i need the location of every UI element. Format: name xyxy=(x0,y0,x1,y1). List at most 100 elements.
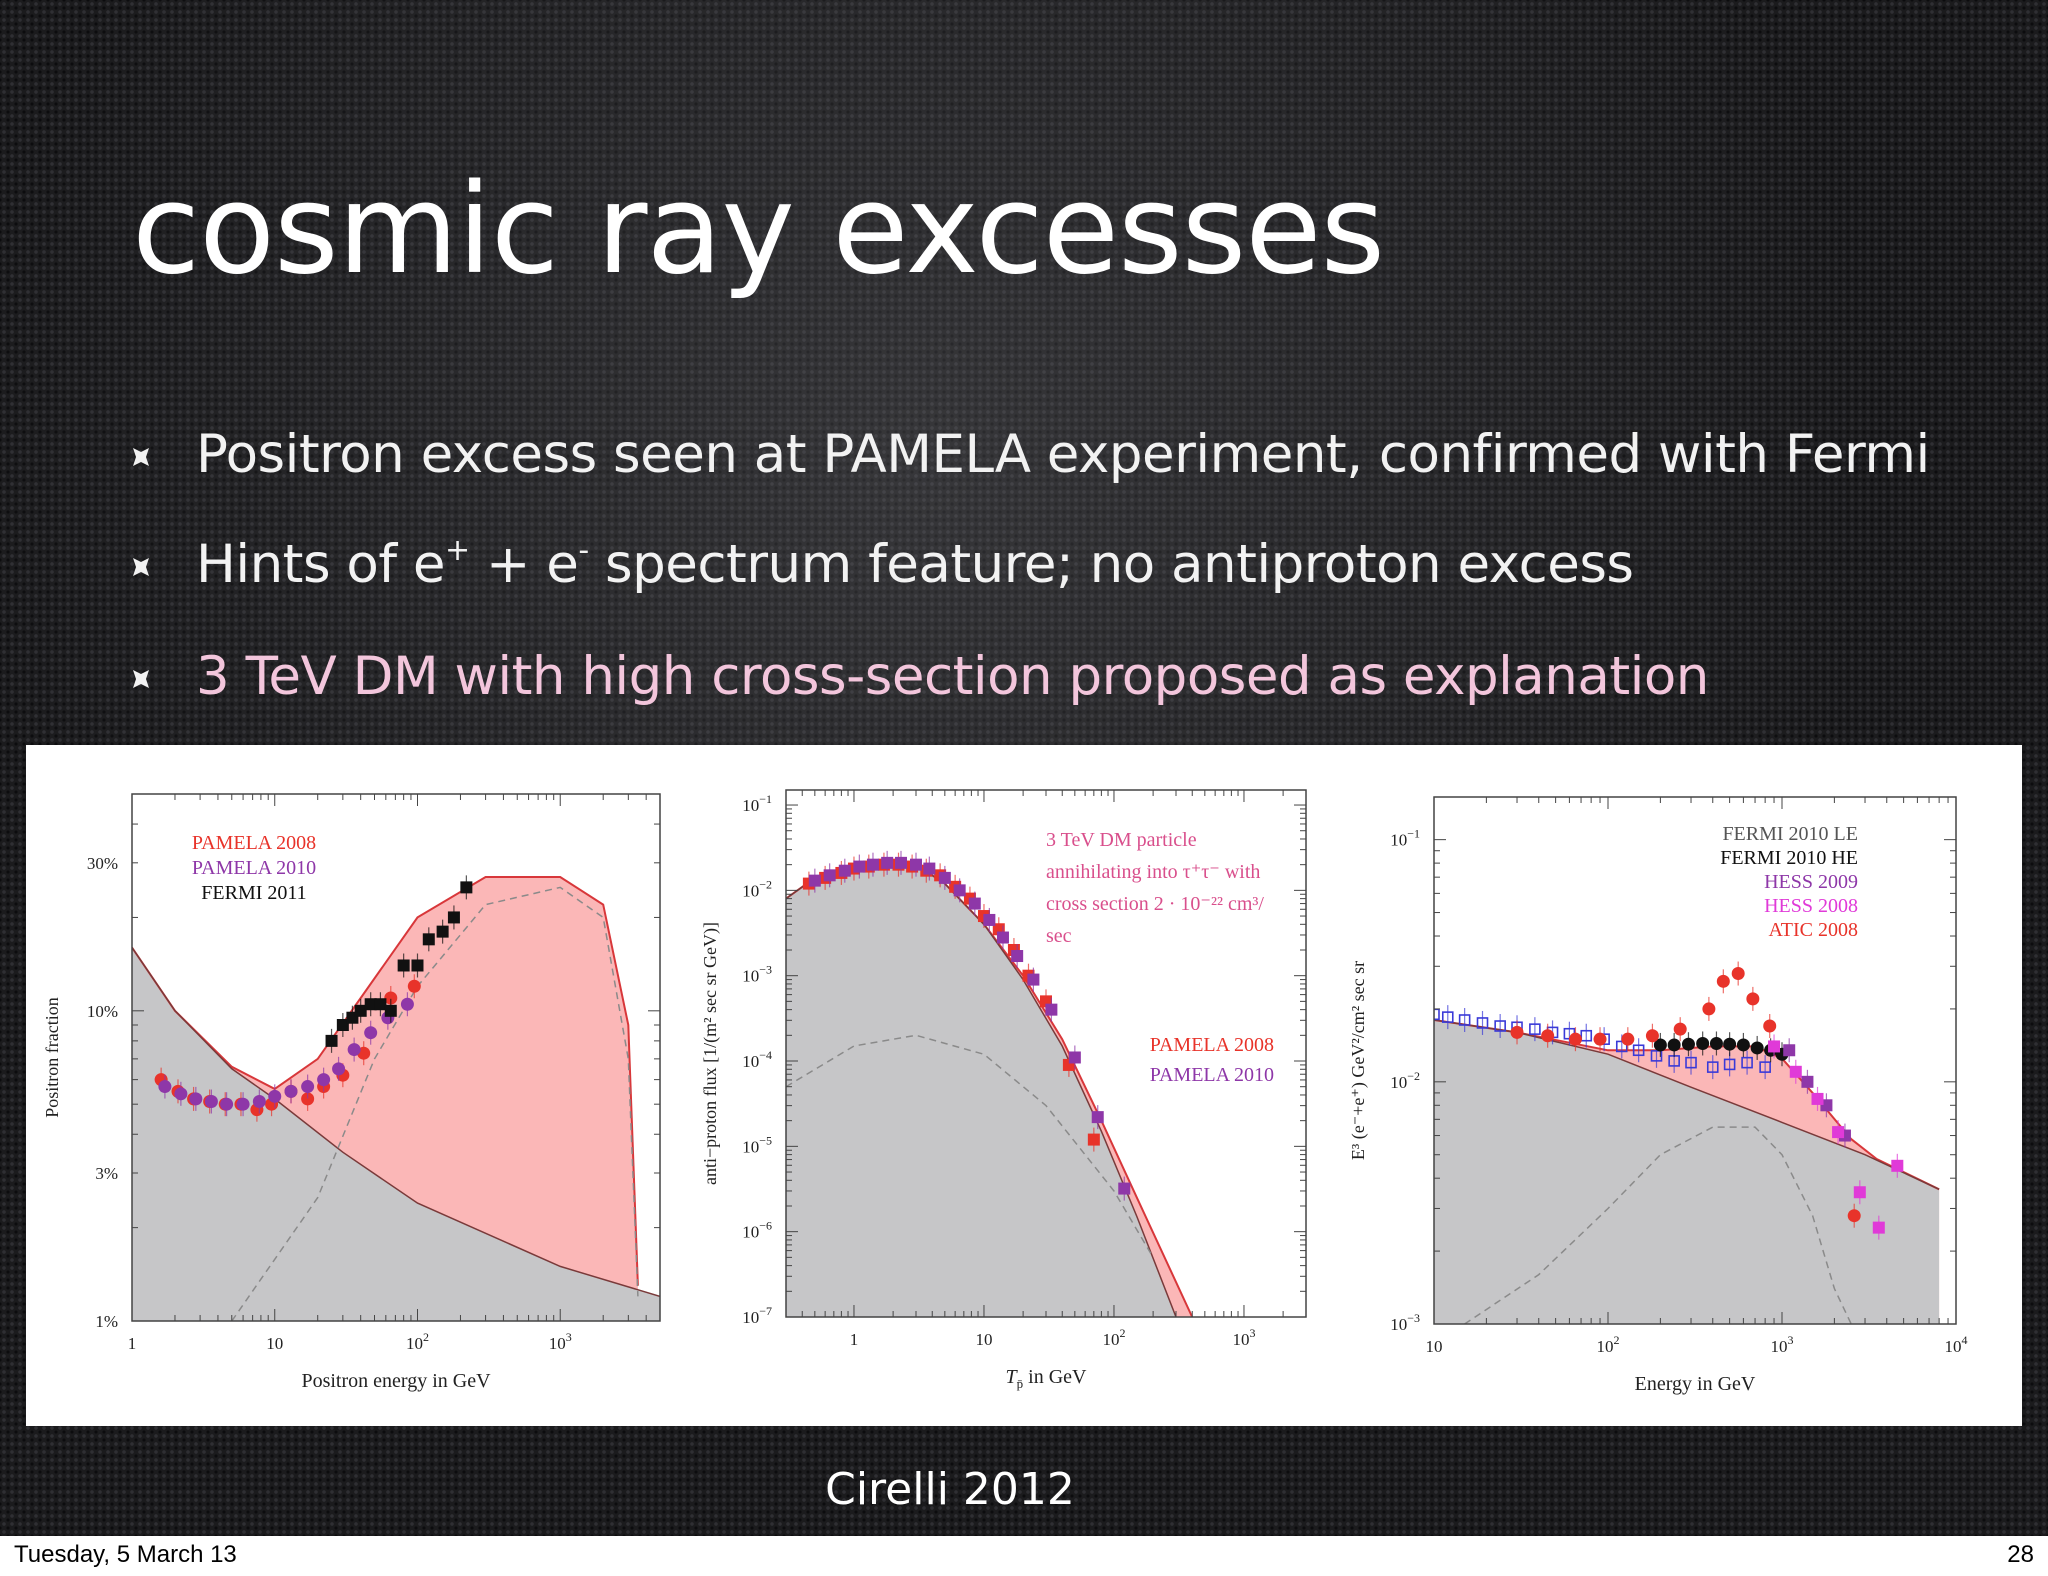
chart-1-series-2-point xyxy=(347,1043,361,1057)
chart-1-series-2-point xyxy=(158,1080,172,1094)
chart-1-series-2-point xyxy=(400,997,414,1011)
chart-3-legend-5: ATIC 2008 xyxy=(1769,919,1858,941)
chart-3-series-1-point xyxy=(1441,1011,1454,1023)
charts-svg: Positron energy in GeV Positron fraction P… xyxy=(42,789,1968,1395)
chart-2-series-2-point xyxy=(910,858,922,871)
chart-3-y-tick-label: 10−1 xyxy=(1390,827,1420,850)
chart-2-series-2-point xyxy=(923,862,936,875)
chart-1-series-1-point xyxy=(384,991,398,1005)
chart-3-series-1-point xyxy=(1723,1058,1736,1071)
bullet-2-text-mid: + e xyxy=(469,534,579,595)
chart-1-x-axis-label: Positron energy in GeV xyxy=(301,1370,491,1392)
footer-date: Tuesday, 5 March 13 xyxy=(14,1541,237,1568)
chart-2-series-2-point xyxy=(983,913,996,926)
chart-1-series-1-point xyxy=(407,979,421,993)
bullet-3: 3 TeV DM with high cross-section propose… xyxy=(133,650,1709,703)
chart-1-series-3-point xyxy=(422,933,435,946)
chart-2-series-2-point xyxy=(853,860,866,873)
chart-2-series-2-point xyxy=(953,884,966,897)
chart-2-series-2-point xyxy=(1011,950,1024,963)
chart-3-series-2-point xyxy=(1681,1037,1695,1051)
chart-1-series-3-point xyxy=(436,925,449,938)
chart-3-series-1-point xyxy=(1529,1023,1541,1035)
chart-1-x-tick-label: 103 xyxy=(549,1330,572,1353)
chart-2-series-2-point xyxy=(1068,1051,1081,1064)
chart-1-series-3-point xyxy=(460,881,473,894)
chart-2-annotation-line-2: annihilating into τ⁺τ⁻ with xyxy=(1046,861,1260,883)
chart-3-series-4-point xyxy=(1811,1092,1824,1105)
chart-1-background-area xyxy=(132,947,660,1321)
chart-1-series-3-point xyxy=(336,1019,349,1032)
chart-2-x-axis-label: Tp̄ in GeV xyxy=(1006,1366,1088,1391)
chart-2-series-2-point xyxy=(866,858,879,871)
chart-2: Tp̄ in GeV anti−proton flux [1/(m² sec sr… xyxy=(700,789,1307,1391)
chart-1-legend-2: PAMELA 2010 xyxy=(192,857,316,879)
chart-3-legend-1: FERMI 2010 LE xyxy=(1722,823,1858,845)
chart-3-series-5-point xyxy=(1541,1029,1555,1043)
chart-1-series-2-point xyxy=(268,1089,282,1103)
chart-3-series-1-point xyxy=(1706,1061,1719,1073)
chart-3-x-tick-label: 104 xyxy=(1945,1333,1968,1356)
bullet-marker-icon xyxy=(133,558,149,576)
chart-3-series-4-point xyxy=(1832,1126,1845,1139)
chart-1-series-2-point xyxy=(317,1073,331,1087)
chart-1-series-2-point xyxy=(301,1080,315,1094)
chart-1-x-tick-label: 1 xyxy=(128,1334,137,1353)
bullet-2-text-pre: Hints of e xyxy=(196,534,445,595)
chart-1-y-tick-label: 1% xyxy=(95,1312,118,1331)
chart-1: Positron energy in GeV Positron fraction P… xyxy=(42,793,661,1392)
chart-1-legend-3: FERMI 2011 xyxy=(201,882,306,904)
chart-2-legend-1: PAMELA 2008 xyxy=(1150,1034,1274,1056)
chart-3-series-5-point xyxy=(1763,1019,1777,1033)
chart-2-series-2-point xyxy=(881,856,894,869)
bullet-2-sup-1: + xyxy=(444,533,470,568)
footer-bar xyxy=(0,1536,2048,1576)
chart-1-series-3-point xyxy=(374,998,387,1011)
chart-3-series-5-point xyxy=(1568,1032,1582,1046)
chart-3-series-1-point xyxy=(1458,1014,1471,1026)
chart-2-x-tick-label: 102 xyxy=(1102,1326,1125,1349)
chart-2-background-area xyxy=(786,861,1176,1317)
chart-1-series-2-point xyxy=(236,1097,250,1111)
chart-1-series-3-point xyxy=(384,1004,397,1017)
chart-3-y-tick-label: 10−3 xyxy=(1390,1311,1420,1334)
chart-2-series-2-point xyxy=(823,869,836,882)
chart-1-total-curve xyxy=(132,876,639,1286)
slide-background: cosmic ray excesses Positron excess seen… xyxy=(0,0,2048,1536)
bullet-2-sup-2: - xyxy=(578,533,589,568)
chart-3-series-1-point xyxy=(1650,1050,1663,1062)
chart-1-y-tick-label: 3% xyxy=(95,1164,118,1183)
chart-2-x-tick-label: 1 xyxy=(850,1330,859,1349)
chart-1-series-2-point xyxy=(204,1095,218,1109)
page-number: 28 xyxy=(2007,1541,2034,1568)
bullet-3-text: 3 TeV DM with high cross-section propose… xyxy=(196,646,1709,707)
chart-1-series-3-point xyxy=(411,959,424,972)
chart-3-series-1-point xyxy=(1494,1020,1506,1032)
chart-3-series-5-point xyxy=(1746,992,1760,1006)
chart-3-series-4-point xyxy=(1872,1221,1885,1234)
chart-1-series-2-point xyxy=(252,1095,266,1109)
chart-3-series-1-point xyxy=(1434,1008,1440,1021)
chart-1-legend-1: PAMELA 2008 xyxy=(192,832,316,854)
chart-3-series-3-point xyxy=(1801,1075,1814,1088)
chart-3-series-5-point xyxy=(1510,1025,1524,1039)
chart-3-signal-curve xyxy=(1464,1126,1852,1324)
chart-3-series-5-point xyxy=(1702,1002,1716,1016)
chart-1-background-curve xyxy=(132,947,660,1298)
chart-1-series-3-point xyxy=(325,1034,338,1047)
chart-2-series-2-point xyxy=(938,871,951,884)
chart-3-series-3-point xyxy=(1783,1044,1796,1057)
chart-3-series-4-point xyxy=(1789,1065,1802,1078)
chart-3-y-axis-label: E³ (e⁻+e⁺) GeV²/cm² sec sr xyxy=(1348,961,1369,1160)
chart-3-series-2-point xyxy=(1723,1037,1737,1051)
chart-3-series-4-point xyxy=(1891,1159,1904,1172)
chart-1-x-tick-label: 102 xyxy=(406,1330,429,1353)
chart-2-series-1-point xyxy=(1087,1133,1100,1146)
chart-3-plot-area xyxy=(1434,961,1940,1324)
chart-2-x-tick-label: 10 xyxy=(975,1330,992,1349)
bullet-marker-icon xyxy=(133,448,149,466)
chart-1-series-1-point xyxy=(301,1092,315,1106)
chart-3-series-5-point xyxy=(1847,1209,1861,1223)
chart-3-frame xyxy=(1433,796,1957,1325)
chart-2-x-tick-label: 103 xyxy=(1232,1326,1255,1349)
